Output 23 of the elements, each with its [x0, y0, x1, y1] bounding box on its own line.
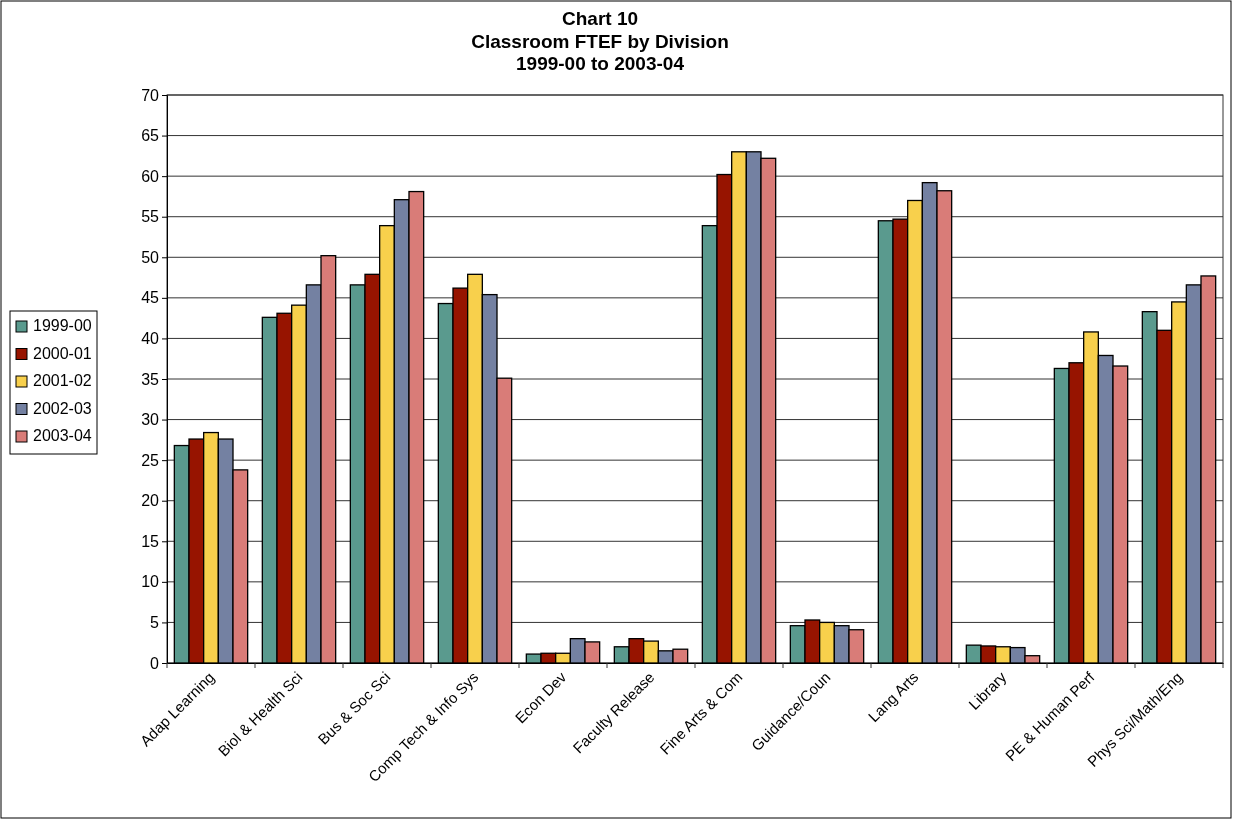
legend-label: 2000-01	[33, 344, 92, 362]
x-tick-label: Fine Arts & Com	[656, 668, 746, 758]
y-tick-label: 25	[141, 451, 160, 469]
y-tick-label: 70	[141, 86, 160, 104]
legend-label: 2001-02	[33, 372, 92, 389]
y-tick-label: 45	[141, 289, 160, 307]
y-tick-label: 50	[141, 248, 160, 266]
y-tick-label: 15	[141, 532, 160, 550]
legend-label: 2003-04	[33, 427, 92, 444]
y-tick-label: 30	[141, 411, 160, 429]
y-tick-label: 40	[141, 330, 160, 348]
legend-label: 2002-03	[33, 399, 92, 417]
y-tick-label: 5	[150, 614, 160, 632]
y-tick-label: 0	[150, 654, 160, 672]
x-tick-label: Bus & Soc Sci	[314, 668, 394, 748]
legend-label: 1999-00	[33, 317, 92, 334]
y-tick-label: 35	[141, 370, 160, 388]
chart-title: Chart 10 Classroom FTEF by Division 1999-00 to 2003-04	[471, 8, 729, 74]
y-tick-label: 10	[141, 573, 160, 591]
y-tick-label: 20	[141, 492, 160, 510]
y-tick-label: 65	[141, 127, 160, 145]
y-tick-label: 55	[141, 208, 160, 226]
y-tick-label: 60	[141, 167, 160, 185]
